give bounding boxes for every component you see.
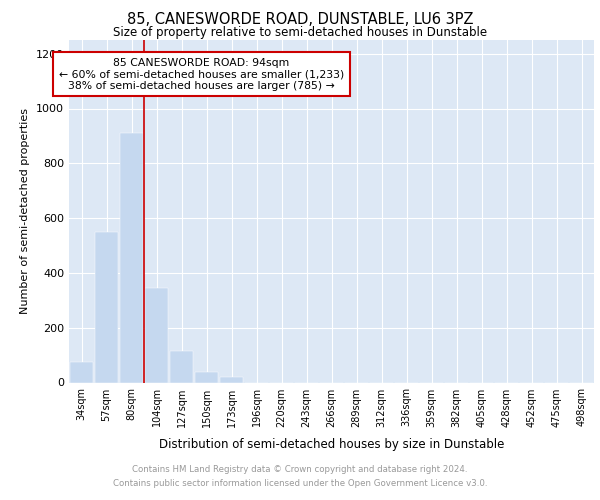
Bar	[170, 351, 193, 382]
Y-axis label: Number of semi-detached properties: Number of semi-detached properties	[20, 108, 31, 314]
Text: 85 CANESWORDE ROAD: 94sqm
← 60% of semi-detached houses are smaller (1,233)
38% : 85 CANESWORDE ROAD: 94sqm ← 60% of semi-…	[59, 58, 344, 91]
X-axis label: Distribution of semi-detached houses by size in Dunstable: Distribution of semi-detached houses by …	[159, 438, 504, 451]
Text: Contains HM Land Registry data © Crown copyright and database right 2024.
Contai: Contains HM Land Registry data © Crown c…	[113, 466, 487, 487]
Text: 85, CANESWORDE ROAD, DUNSTABLE, LU6 3PZ: 85, CANESWORDE ROAD, DUNSTABLE, LU6 3PZ	[127, 12, 473, 28]
Bar	[220, 377, 243, 382]
Bar	[120, 133, 143, 382]
Bar	[70, 362, 93, 382]
Text: Size of property relative to semi-detached houses in Dunstable: Size of property relative to semi-detach…	[113, 26, 487, 39]
Bar	[195, 372, 218, 382]
Bar	[145, 288, 168, 382]
Bar	[95, 232, 118, 382]
